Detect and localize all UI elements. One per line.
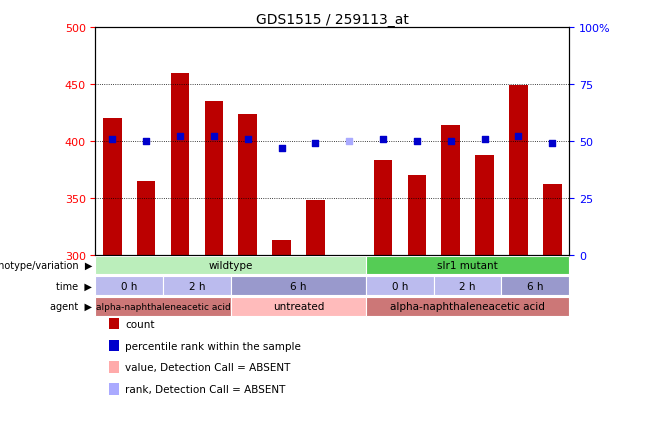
Point (513, 134, 524, 141)
Point (378, 136, 388, 143)
Point (209, 134, 219, 141)
Text: percentile rank within the sample: percentile rank within the sample (125, 341, 301, 351)
Text: 2 h: 2 h (189, 281, 205, 291)
Bar (109, 383, 119, 395)
Bar (374, 161, 392, 255)
Text: wildtype: wildtype (209, 260, 253, 270)
Text: 6 h: 6 h (290, 281, 307, 291)
Bar (231, 276, 366, 295)
Text: value, Detection Call = ABSENT: value, Detection Call = ABSENT (125, 363, 290, 372)
Bar (442, 126, 460, 255)
Bar (272, 240, 291, 255)
Bar (103, 119, 122, 255)
Bar (434, 276, 501, 295)
Bar (238, 115, 257, 255)
Point (175, 134, 186, 141)
Bar (407, 176, 426, 255)
Bar (137, 181, 155, 255)
Point (344, 138, 355, 145)
Bar (366, 276, 434, 295)
Bar (95, 276, 163, 295)
Bar (366, 256, 569, 275)
Bar (509, 86, 528, 255)
Text: 6 h: 6 h (527, 281, 544, 291)
Text: agent  ▶: agent ▶ (50, 302, 92, 312)
Point (141, 138, 151, 145)
Text: time  ▶: time ▶ (56, 281, 92, 291)
Bar (109, 362, 119, 373)
Point (276, 145, 287, 152)
Bar (543, 185, 561, 255)
Bar (231, 297, 366, 316)
Bar (95, 256, 366, 275)
Point (547, 140, 557, 147)
Text: 0 h: 0 h (392, 281, 408, 291)
Text: slr1 mutant: slr1 mutant (438, 260, 498, 270)
Bar (170, 73, 190, 255)
Point (242, 136, 253, 143)
Text: genotype/variation  ▶: genotype/variation ▶ (0, 260, 92, 270)
Text: untreated: untreated (273, 302, 324, 312)
Bar (109, 340, 119, 352)
Title: GDS1515 / 259113_at: GDS1515 / 259113_at (256, 13, 409, 27)
Text: rank, Detection Call = ABSENT: rank, Detection Call = ABSENT (125, 385, 286, 394)
Bar (501, 276, 569, 295)
Text: 0 h: 0 h (121, 281, 138, 291)
Bar (109, 318, 119, 330)
Point (310, 140, 320, 147)
Point (445, 138, 456, 145)
Bar (205, 102, 223, 255)
Text: alpha-naphthaleneacetic acid: alpha-naphthaleneacetic acid (95, 302, 230, 311)
Bar (306, 201, 324, 255)
Bar (95, 297, 231, 316)
Point (479, 136, 490, 143)
Point (107, 136, 118, 143)
Point (412, 138, 422, 145)
Bar (366, 297, 569, 316)
Bar (163, 276, 231, 295)
Bar (475, 155, 494, 255)
Text: alpha-naphthaleneacetic acid: alpha-naphthaleneacetic acid (390, 302, 545, 312)
Text: count: count (125, 319, 155, 329)
Text: 2 h: 2 h (459, 281, 476, 291)
